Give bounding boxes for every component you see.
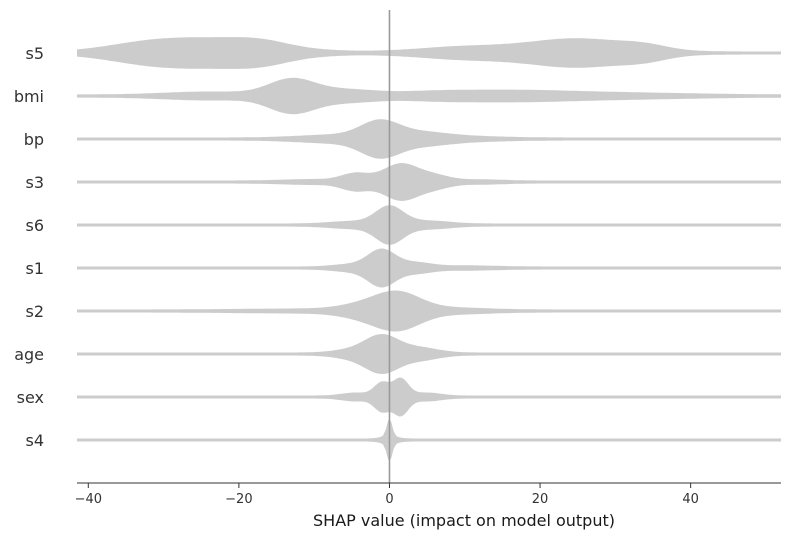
- violin-s5: [77, 37, 781, 69]
- x-tick-label: 20: [532, 492, 549, 507]
- feature-label-s5: s5: [25, 44, 44, 63]
- violin-sex: [77, 377, 781, 417]
- feature-label-sex: sex: [17, 388, 44, 407]
- feature-label-s6: s6: [25, 216, 44, 235]
- violin-bp: [77, 119, 781, 159]
- violin-s3: [77, 163, 781, 201]
- feature-label-bmi: bmi: [14, 87, 44, 106]
- feature-label-s1: s1: [25, 259, 44, 278]
- feature-label-s4: s4: [25, 431, 44, 450]
- feature-label-bp: bp: [24, 130, 44, 149]
- x-tick-label: −40: [75, 492, 102, 507]
- violin-bmi: [77, 77, 781, 115]
- violin-s4: [77, 419, 781, 461]
- feature-labels: s5 bmi bp s3 s6 s1 s2 age sex s4: [14, 44, 44, 450]
- x-tick-label: 0: [385, 492, 393, 507]
- violin-s6: [77, 205, 781, 245]
- feature-label-s3: s3: [25, 173, 44, 192]
- x-tick-label: 40: [682, 492, 699, 507]
- x-tick-label: −20: [225, 492, 252, 507]
- violin-s2: [77, 290, 781, 332]
- violin-age: [77, 334, 781, 374]
- feature-label-s2: s2: [25, 302, 44, 321]
- x-ticks: −40 −20 0 20 40: [75, 483, 699, 507]
- violins-layer: [77, 37, 781, 461]
- violin-s1: [77, 248, 781, 288]
- x-axis-title: SHAP value (impact on model output): [313, 511, 615, 530]
- feature-label-age: age: [14, 345, 44, 364]
